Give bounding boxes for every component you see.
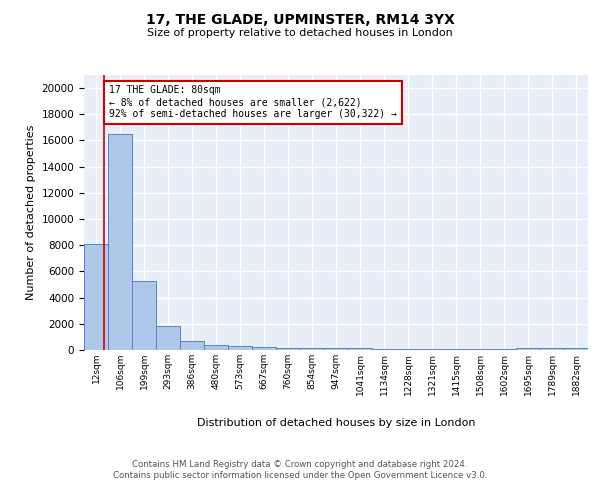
Text: 17, THE GLADE, UPMINSTER, RM14 3YX: 17, THE GLADE, UPMINSTER, RM14 3YX: [146, 12, 454, 26]
Bar: [420, 348, 444, 350]
Text: Distribution of detached houses by size in London: Distribution of detached houses by size …: [197, 418, 475, 428]
Bar: [324, 348, 348, 350]
Text: 17 THE GLADE: 80sqm
← 8% of detached houses are smaller (2,622)
92% of semi-deta: 17 THE GLADE: 80sqm ← 8% of detached hou…: [109, 86, 397, 118]
Bar: [492, 348, 516, 350]
Bar: [84, 244, 108, 350]
Bar: [108, 134, 132, 350]
Bar: [204, 346, 228, 350]
Bar: [156, 326, 180, 350]
Y-axis label: Number of detached properties: Number of detached properties: [26, 125, 36, 300]
Bar: [444, 348, 468, 350]
Text: Contains HM Land Registry data © Crown copyright and database right 2024.
Contai: Contains HM Land Registry data © Crown c…: [113, 460, 487, 479]
Bar: [180, 341, 204, 350]
Bar: [228, 346, 252, 350]
Bar: [396, 348, 420, 350]
Bar: [300, 348, 324, 350]
Bar: [372, 348, 396, 350]
Bar: [540, 348, 564, 350]
Text: Size of property relative to detached houses in London: Size of property relative to detached ho…: [147, 28, 453, 38]
Bar: [516, 348, 540, 350]
Bar: [348, 348, 372, 350]
Bar: [276, 348, 300, 350]
Bar: [468, 348, 492, 350]
Bar: [564, 348, 588, 350]
Bar: [252, 348, 276, 350]
Bar: [132, 280, 156, 350]
